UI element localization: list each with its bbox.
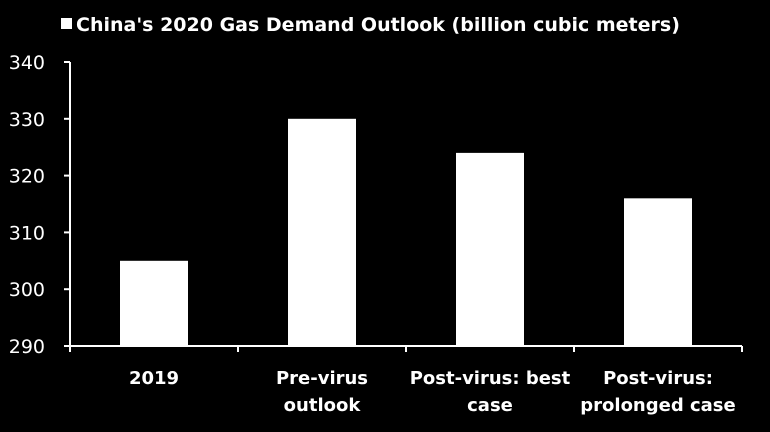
x-tick-label: Post-virus: best case: [410, 368, 571, 416]
bar: [456, 152, 524, 346]
bars: [120, 118, 692, 346]
y-axis-ticks: 290 300 310 320 330 340: [9, 52, 70, 358]
x-tick-label: Pre-virus outlook: [276, 368, 368, 416]
bar: [120, 260, 188, 346]
y-tick-label: 320: [9, 166, 45, 188]
x-tick-label: 2019: [129, 368, 179, 389]
y-tick-label: 290: [9, 336, 45, 358]
y-tick-label: 300: [9, 279, 45, 301]
legend-label: China's 2020 Gas Demand Outlook (billion…: [76, 14, 680, 36]
x-tick-label: Post-virus: prolonged case: [580, 368, 735, 416]
bar: [288, 118, 356, 346]
y-tick-label: 310: [9, 222, 45, 244]
legend: China's 2020 Gas Demand Outlook (billion…: [61, 14, 680, 36]
x-axis-ticks: 2019 Pre-virus outlook Post-virus: best case…: [69, 346, 743, 416]
y-tick-label: 340: [9, 52, 45, 74]
legend-swatch: [61, 18, 72, 29]
bar: [624, 198, 692, 346]
y-tick-label: 330: [9, 109, 45, 131]
